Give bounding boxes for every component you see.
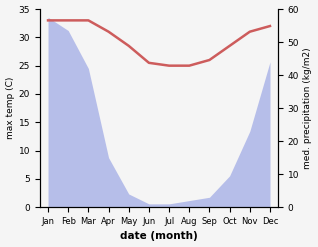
- Y-axis label: med. precipitation (kg/m2): med. precipitation (kg/m2): [303, 47, 313, 169]
- X-axis label: date (month): date (month): [120, 231, 198, 242]
- Y-axis label: max temp (C): max temp (C): [5, 77, 15, 139]
